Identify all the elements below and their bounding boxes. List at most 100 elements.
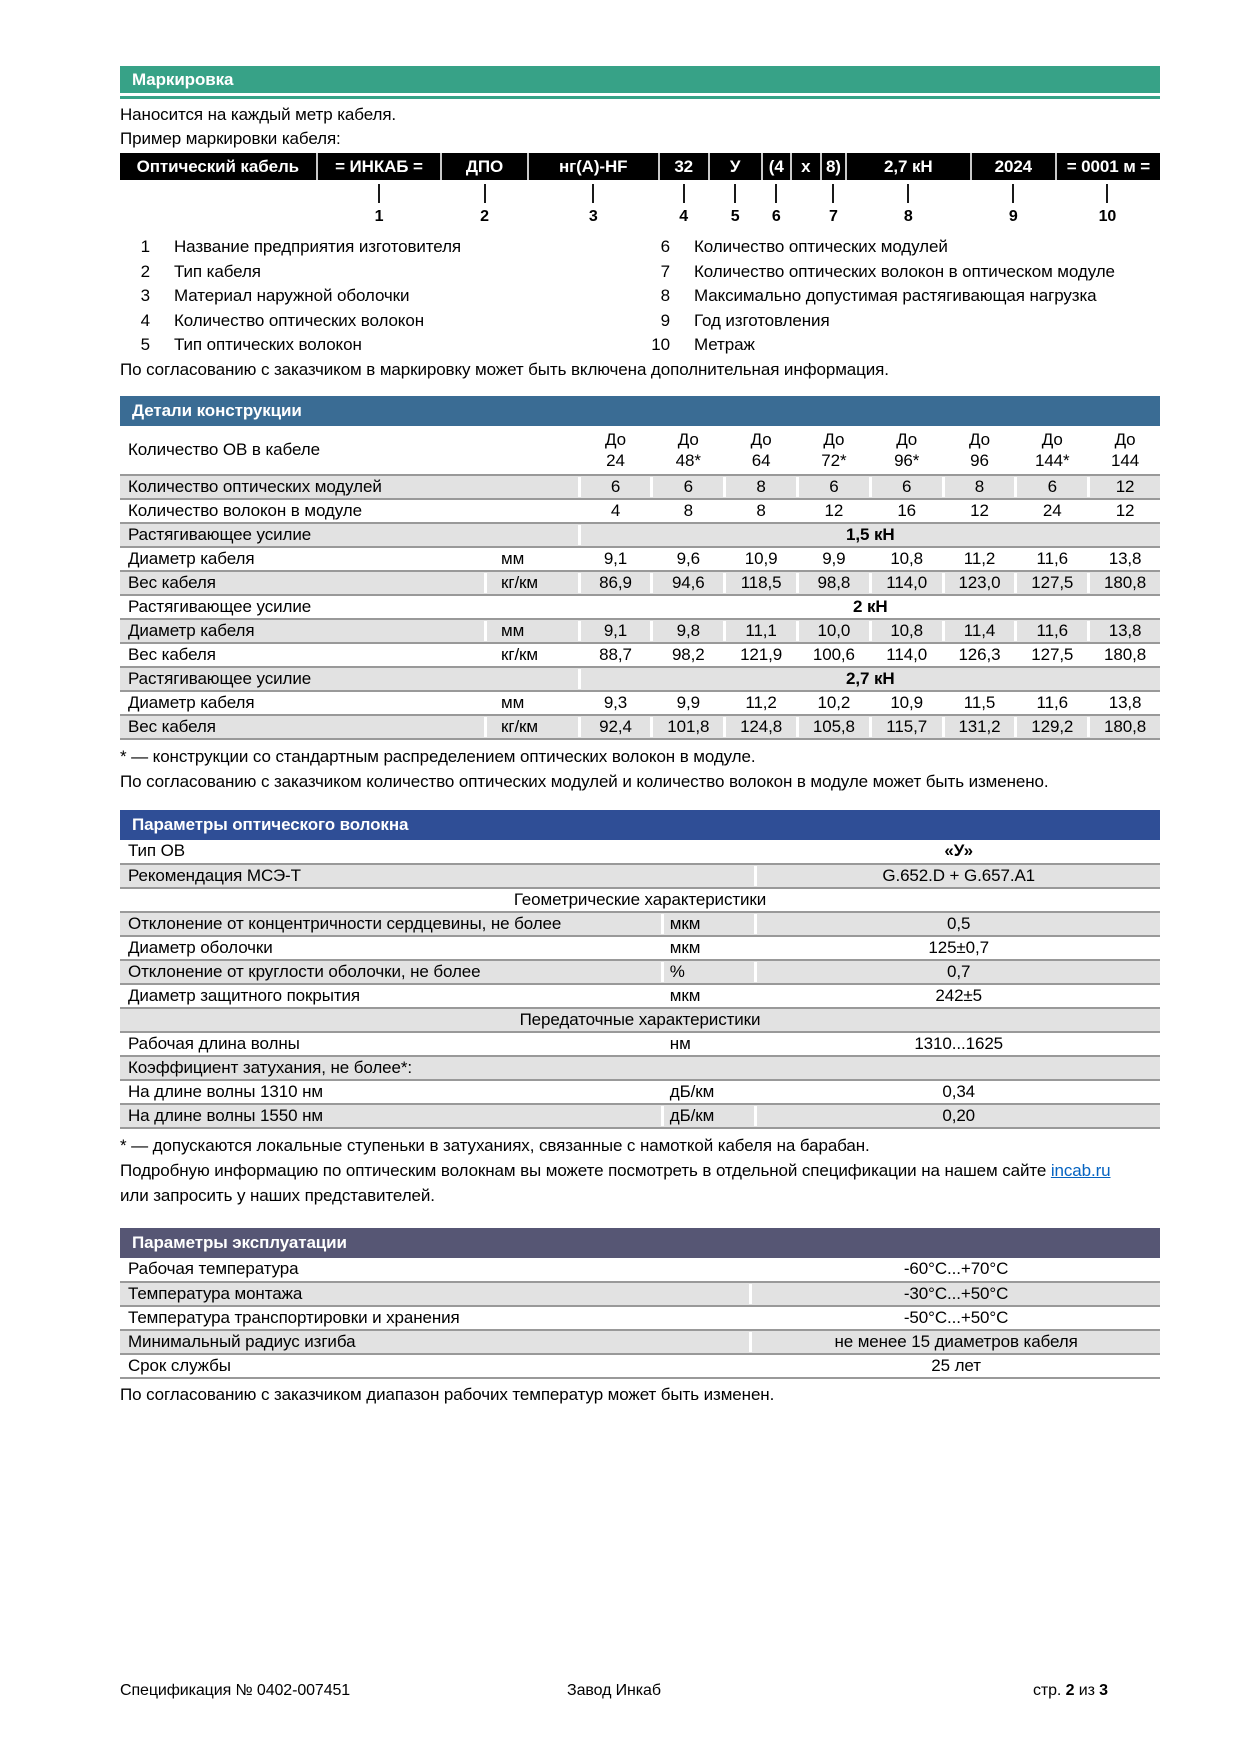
marking-section-title: Маркировка — [132, 69, 234, 89]
table-row: Температура монтажа -30°С...+50°С — [120, 1280, 1160, 1305]
marking-number-cell — [120, 206, 318, 228]
marking-legend-left: 1 Название предприятия изготовителя 2 Тип к… — [120, 235, 640, 358]
row-value: -50°С...+50°С — [749, 1307, 1160, 1328]
legend-item-text: Год изготовления — [694, 310, 830, 330]
row-value: 10,2 — [795, 692, 869, 713]
legend-item-number: 3 — [140, 286, 150, 305]
row-value: 92,4 — [577, 716, 651, 737]
legend-item: 1 Название предприятия изготовителя — [120, 235, 640, 260]
row-label: На длине волны 1550 нм — [128, 1105, 323, 1125]
legend-item-text: Название предприятия изготовителя — [174, 237, 462, 256]
fiber-footnote-2-text-2: или запросить у наших представителей. — [120, 1185, 435, 1205]
marking-tick-cell — [318, 180, 443, 206]
table-row: Отклонение от круглости оболочки, не бол… — [120, 958, 1160, 983]
table-row: Растягивающее усилие 1,5 кН — [120, 521, 1160, 546]
row-label: Диаметр кабеля — [128, 620, 255, 640]
marking-tick-cell — [822, 180, 847, 206]
construction-section-title: Детали конструкции — [132, 400, 302, 420]
legend-item-text: Тип оптических волокон — [174, 335, 362, 354]
marking-segment: (4 — [762, 153, 792, 180]
marking-segment: = 0001 м = — [1056, 153, 1160, 180]
table-row: Отклонение от концентричности сердцевины… — [120, 910, 1160, 935]
marking-tick-cell — [120, 180, 318, 206]
row-value: 8 — [941, 476, 1015, 497]
row-value: 105,8 — [795, 716, 869, 737]
row-label: Диаметр оболочки — [128, 937, 273, 957]
legend-item-text: Максимально допустимая растягивающая наг… — [694, 286, 1097, 305]
marking-tick-cell — [529, 180, 660, 206]
row-value: 12 — [795, 500, 869, 521]
legend-item-number: 4 — [140, 310, 150, 330]
row-value: G.652.D + G.657.A1 — [754, 865, 1160, 886]
operation-section-header: Параметры эксплуатации — [120, 1227, 1160, 1258]
table-row: Рабочая длина волны нм 1310...1625 — [120, 1030, 1160, 1055]
fiber-footnote-1: * — допускаются локальные ступеньки в за… — [120, 1135, 870, 1155]
marking-tick — [377, 183, 380, 203]
row-label: Растягивающее усилие — [128, 596, 312, 616]
marking-number: 1 — [374, 208, 384, 225]
row-value: 11,2 — [941, 548, 1015, 569]
row-value: 9,1 — [577, 620, 651, 641]
construction-table: Количество ОВ в кабеле До 24 До 48* До 64 До 72*… — [120, 426, 1160, 740]
column-header: До 96 — [941, 426, 1015, 473]
row-value: 12 — [1087, 476, 1160, 497]
row-label: Диаметр защитного покрытия — [128, 985, 361, 1005]
table-row: Диаметр кабеля мм 9,1 9,8 11,1 10,0 10,8 11,4 11… — [120, 617, 1160, 642]
row-unit: кг/км — [484, 644, 578, 665]
row-value: 10,8 — [868, 620, 942, 641]
legend-item: 2 Тип кабеля — [120, 260, 640, 285]
row-value: 6 — [868, 476, 942, 497]
row-label: Количество волокон в модуле — [128, 500, 362, 520]
marking-tick — [1106, 183, 1109, 203]
marking-tick — [592, 183, 595, 203]
marking-number-cell: 1 — [318, 206, 443, 228]
row-label: Растягивающее усилие — [128, 524, 312, 544]
row-unit: кг/км — [484, 716, 578, 737]
row-value: 10,8 — [868, 548, 942, 569]
row-value: 11,6 — [1014, 548, 1087, 569]
legend-item: 9 Год изготовления — [640, 309, 1160, 334]
page-footer: Спецификация № 0402-007451 Завод Инкаб с… — [120, 1682, 1160, 1700]
table-section-title: Геометрические характеристики — [513, 889, 767, 909]
operation-section-title: Параметры эксплуатации — [132, 1232, 347, 1252]
row-value: 25 лет — [749, 1355, 1160, 1376]
legend-item: 4 Количество оптических волокон — [120, 309, 640, 334]
marking-number: 7 — [829, 208, 838, 225]
marking-tick-cell — [763, 180, 792, 206]
row-value: 115,7 — [868, 716, 942, 737]
marking-note: По согласованию с заказчиком в маркировк… — [120, 359, 889, 379]
table-row: Диаметр кабеля мм 9,3 9,9 11,2 10,2 10,9 11,5 11… — [120, 689, 1160, 714]
row-unit: дБ/км — [660, 1105, 755, 1126]
legend-item-text: Количество оптических волокон — [174, 310, 424, 330]
legend-item-number: 10 — [651, 335, 670, 354]
marking-number: 3 — [588, 208, 598, 225]
marking-tick — [832, 183, 835, 203]
row-label: Температура транспортировки и хранения — [128, 1307, 460, 1327]
row-unit: мкм — [660, 913, 755, 934]
row-value: 9,9 — [795, 548, 869, 569]
row-value: 6 — [1014, 476, 1087, 497]
row-value: 9,8 — [650, 620, 723, 641]
operation-parameters-table: Рабочая температура -60°С...+70°С Температ… — [120, 1258, 1160, 1379]
row-value: -30°С...+50°С — [749, 1283, 1160, 1304]
row-value: 9,1 — [577, 548, 651, 569]
marking-segment: = ИНКАБ = — [317, 153, 443, 180]
marking-segment: ДПО — [442, 153, 529, 180]
row-unit: нм — [660, 1033, 755, 1054]
row-label: Отклонение от круглости оболочки, не бол… — [128, 961, 481, 981]
row-value: 180,8 — [1087, 572, 1160, 593]
row-label: Диаметр кабеля — [128, 548, 255, 568]
row-value: 0,20 — [754, 1105, 1160, 1126]
section-fiber: Параметры оптического волокна Тип ОВ «У» Р… — [120, 809, 1160, 1208]
row-value: 9,3 — [577, 692, 651, 713]
incab-link[interactable]: incab.ru — [1050, 1160, 1111, 1180]
marking-number-cell: 9 — [972, 206, 1057, 228]
row-label: Диаметр кабеля — [128, 692, 255, 712]
marking-number: 10 — [1098, 208, 1117, 225]
marking-number-cell — [792, 206, 822, 228]
column-header: До 72* — [795, 426, 869, 473]
marking-tick-cell — [847, 180, 972, 206]
row-value: 6 — [795, 476, 869, 497]
legend-item: 7 Количество оптических волокон в оптичес… — [640, 260, 1160, 285]
